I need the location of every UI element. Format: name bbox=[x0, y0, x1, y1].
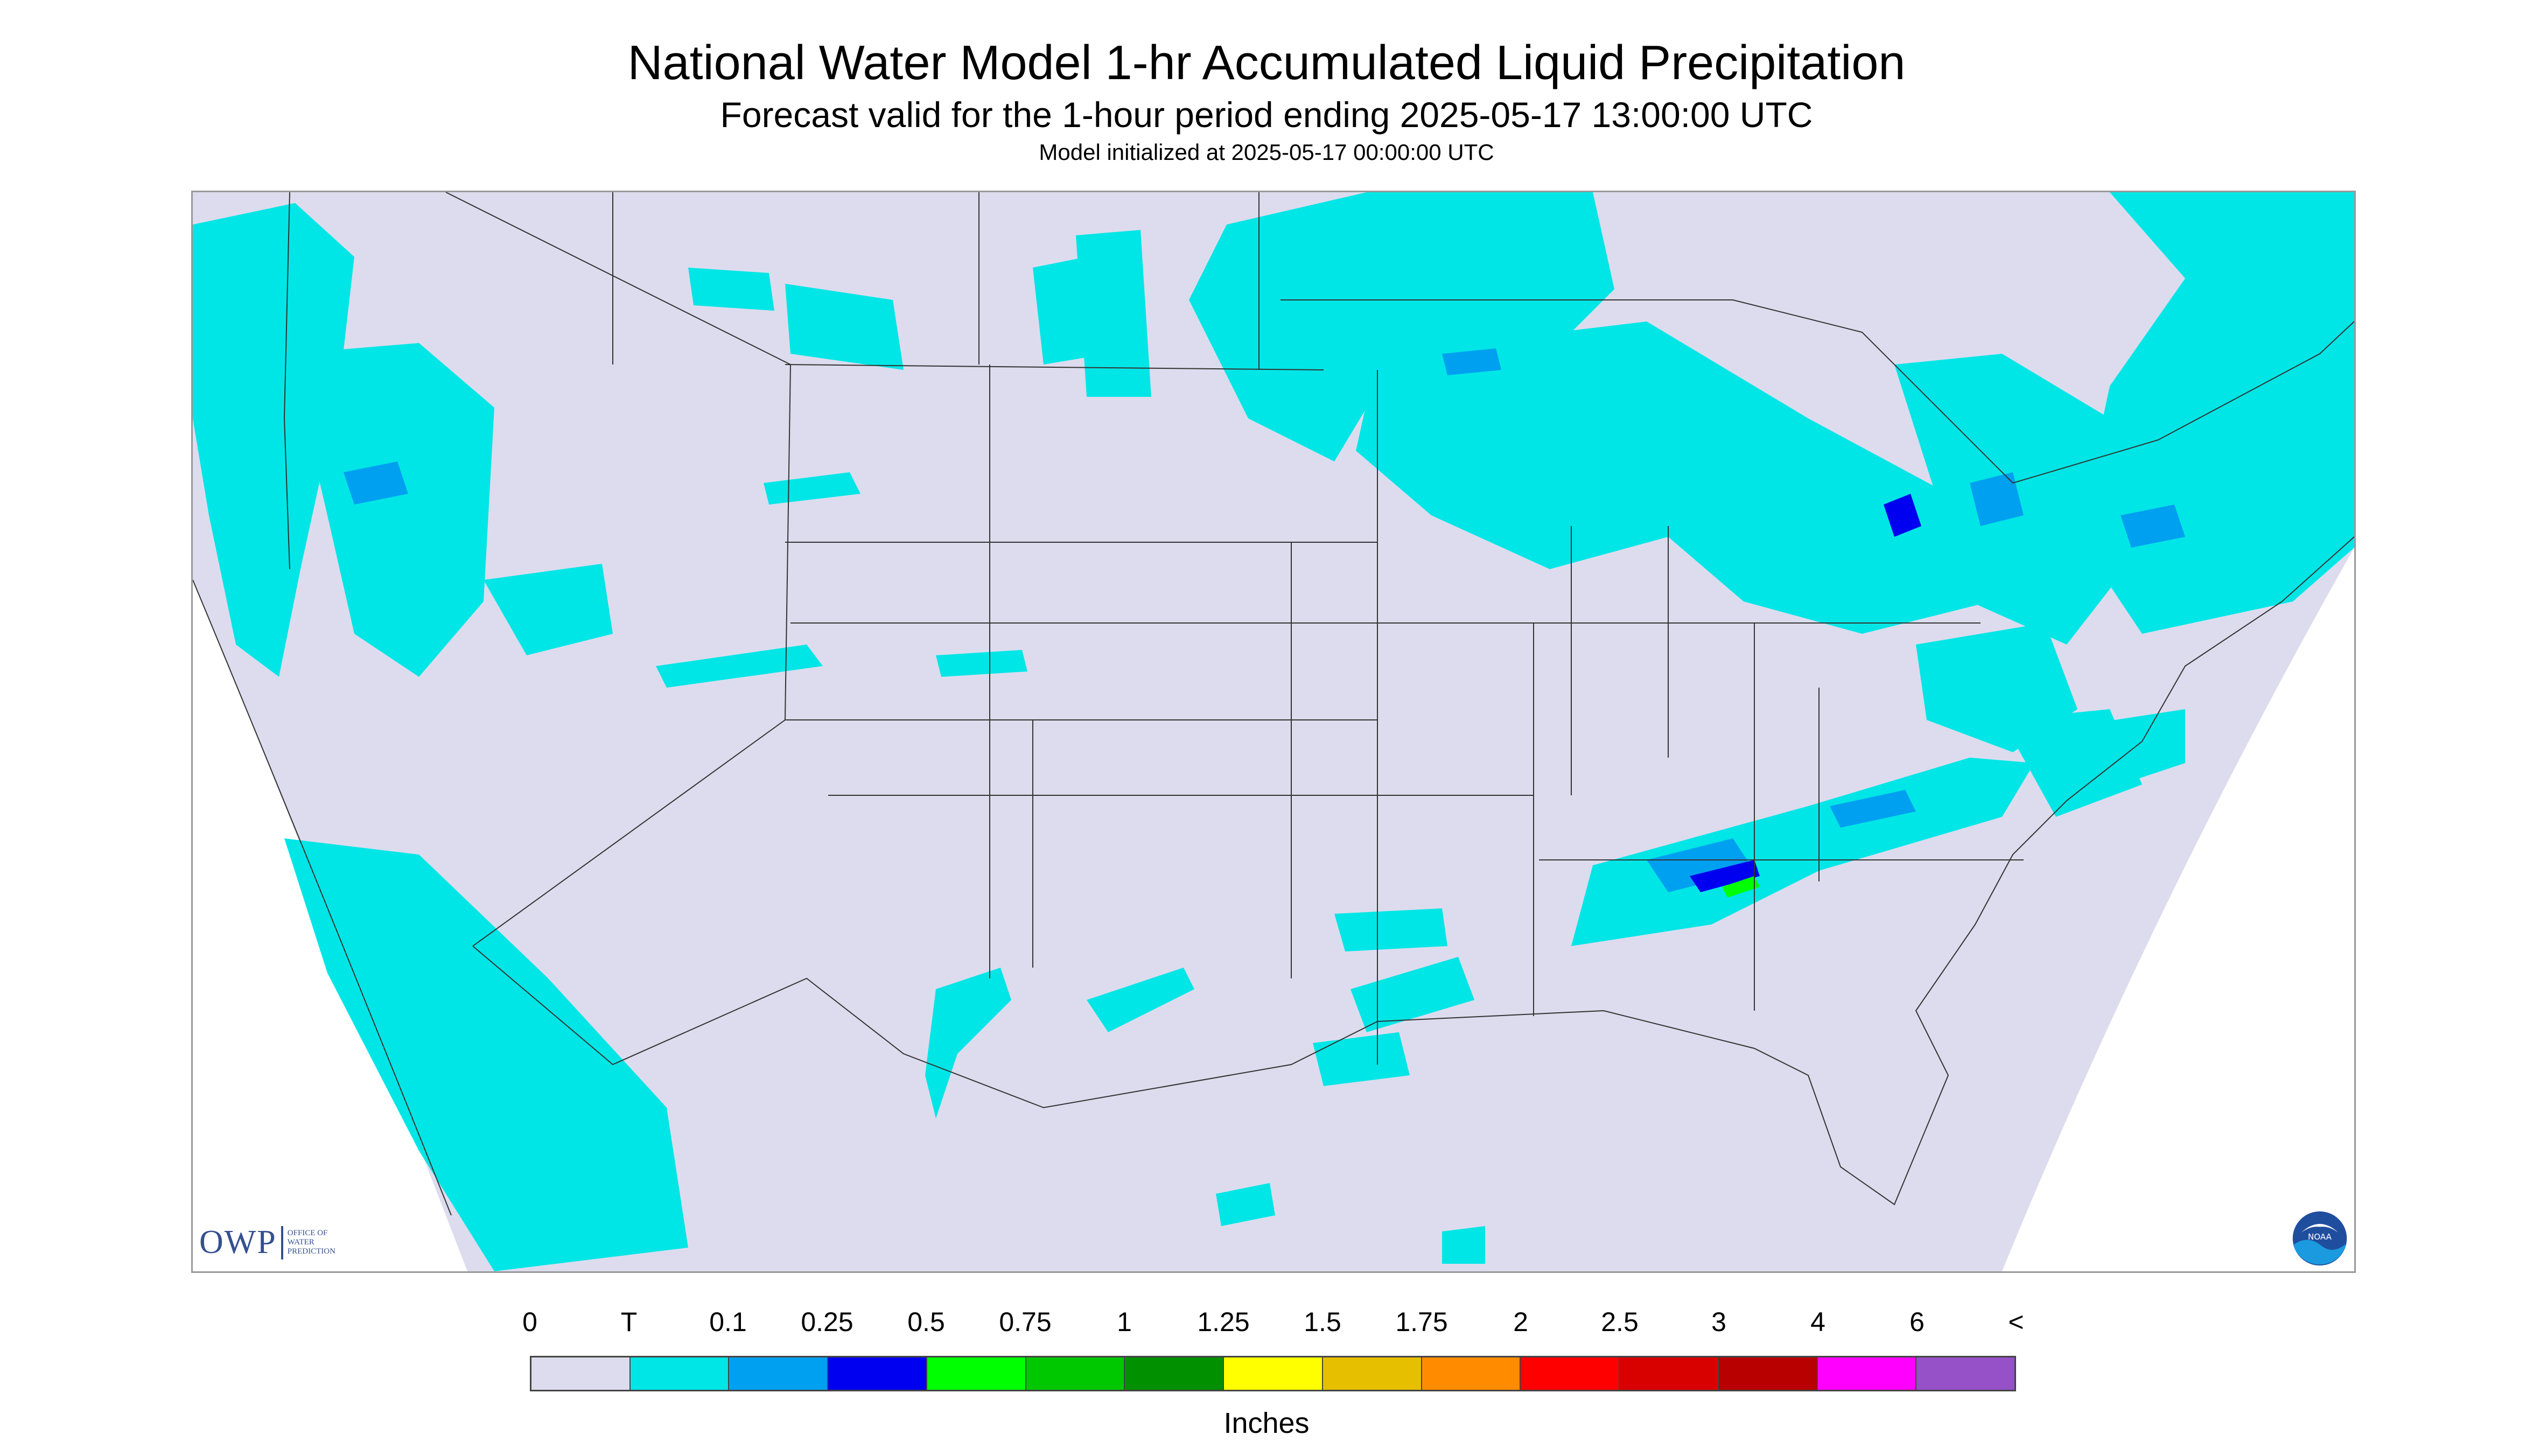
legend-tick-label: < bbox=[2008, 1307, 2024, 1337]
legend-tick-label: 1.5 bbox=[1304, 1307, 1341, 1337]
legend-swatch bbox=[1422, 1357, 1521, 1390]
precip-light-areas bbox=[193, 192, 2354, 1271]
legend-swatch bbox=[1224, 1357, 1323, 1390]
precip-medium-areas bbox=[344, 348, 2185, 892]
legend-tick-label: 0.5 bbox=[907, 1307, 945, 1337]
map-svg bbox=[193, 192, 2354, 1271]
state-and-country-borders bbox=[193, 192, 2354, 1216]
legend-swatch bbox=[531, 1357, 631, 1390]
map-title: National Water Model 1-hr Accumulated Li… bbox=[627, 36, 1906, 90]
precipitation-legend bbox=[530, 1356, 2016, 1391]
owp-logo-text: OWP bbox=[199, 1224, 277, 1261]
owp-logo-divider bbox=[281, 1226, 283, 1259]
map-subtitle: Forecast valid for the 1-hour period end… bbox=[720, 95, 1813, 135]
legend-tick-label: 2 bbox=[1513, 1307, 1528, 1337]
legend-swatch bbox=[630, 1357, 730, 1390]
legend-swatch bbox=[1521, 1357, 1620, 1390]
legend-tick-label: 0.1 bbox=[709, 1307, 747, 1337]
legend-swatch bbox=[1323, 1357, 1422, 1390]
legend-tick-label: 0.25 bbox=[801, 1307, 853, 1337]
owp-logo-subtitle: OFFICE OF WATER PREDICTION bbox=[287, 1229, 335, 1256]
legend-tick-label: 2.5 bbox=[1601, 1307, 1639, 1337]
legend-swatch bbox=[729, 1357, 829, 1390]
legend-tick-label: 6 bbox=[1909, 1307, 1925, 1337]
legend-swatch bbox=[828, 1357, 927, 1390]
noaa-logo-text: NOAA bbox=[2308, 1232, 2332, 1242]
legend-tick-label: 4 bbox=[1810, 1307, 1825, 1337]
precip-heavy-areas bbox=[1690, 494, 1921, 892]
legend-swatch bbox=[1620, 1357, 1719, 1390]
legend-swatch bbox=[1125, 1357, 1224, 1390]
model-init-note: Model initialized at 2025-05-17 00:00:00… bbox=[1039, 139, 1494, 165]
legend-tick-label: 0 bbox=[522, 1307, 537, 1337]
noaa-logo: NOAA bbox=[2291, 1209, 2349, 1268]
legend-tick-label: 1.75 bbox=[1395, 1307, 1448, 1337]
legend-swatch bbox=[1026, 1357, 1125, 1390]
owp-logo: OWP OFFICE OF WATER PREDICTION bbox=[199, 1223, 335, 1262]
precipitation-map bbox=[191, 191, 2356, 1273]
legend-tick-label: 0.75 bbox=[999, 1307, 1052, 1337]
precip-green-areas bbox=[1722, 876, 1760, 898]
legend-tick-label: 1.25 bbox=[1197, 1307, 1250, 1337]
legend-tick-label: T bbox=[620, 1307, 638, 1337]
legend-tick-label: 3 bbox=[1711, 1307, 1726, 1337]
legend-swatch bbox=[1916, 1357, 2015, 1390]
legend-swatch bbox=[1718, 1357, 1818, 1390]
legend-swatch bbox=[1817, 1357, 1917, 1390]
legend-swatch bbox=[927, 1357, 1026, 1390]
legend-units: Inches bbox=[1223, 1407, 1310, 1439]
legend-tick-label: 1 bbox=[1117, 1307, 1132, 1337]
legend-tick-labels: 0 T 0.1 0.25 0.5 0.75 1 1.25 1.5 1.75 2 2.5 3 4 6 < bbox=[522, 1306, 2024, 1344]
